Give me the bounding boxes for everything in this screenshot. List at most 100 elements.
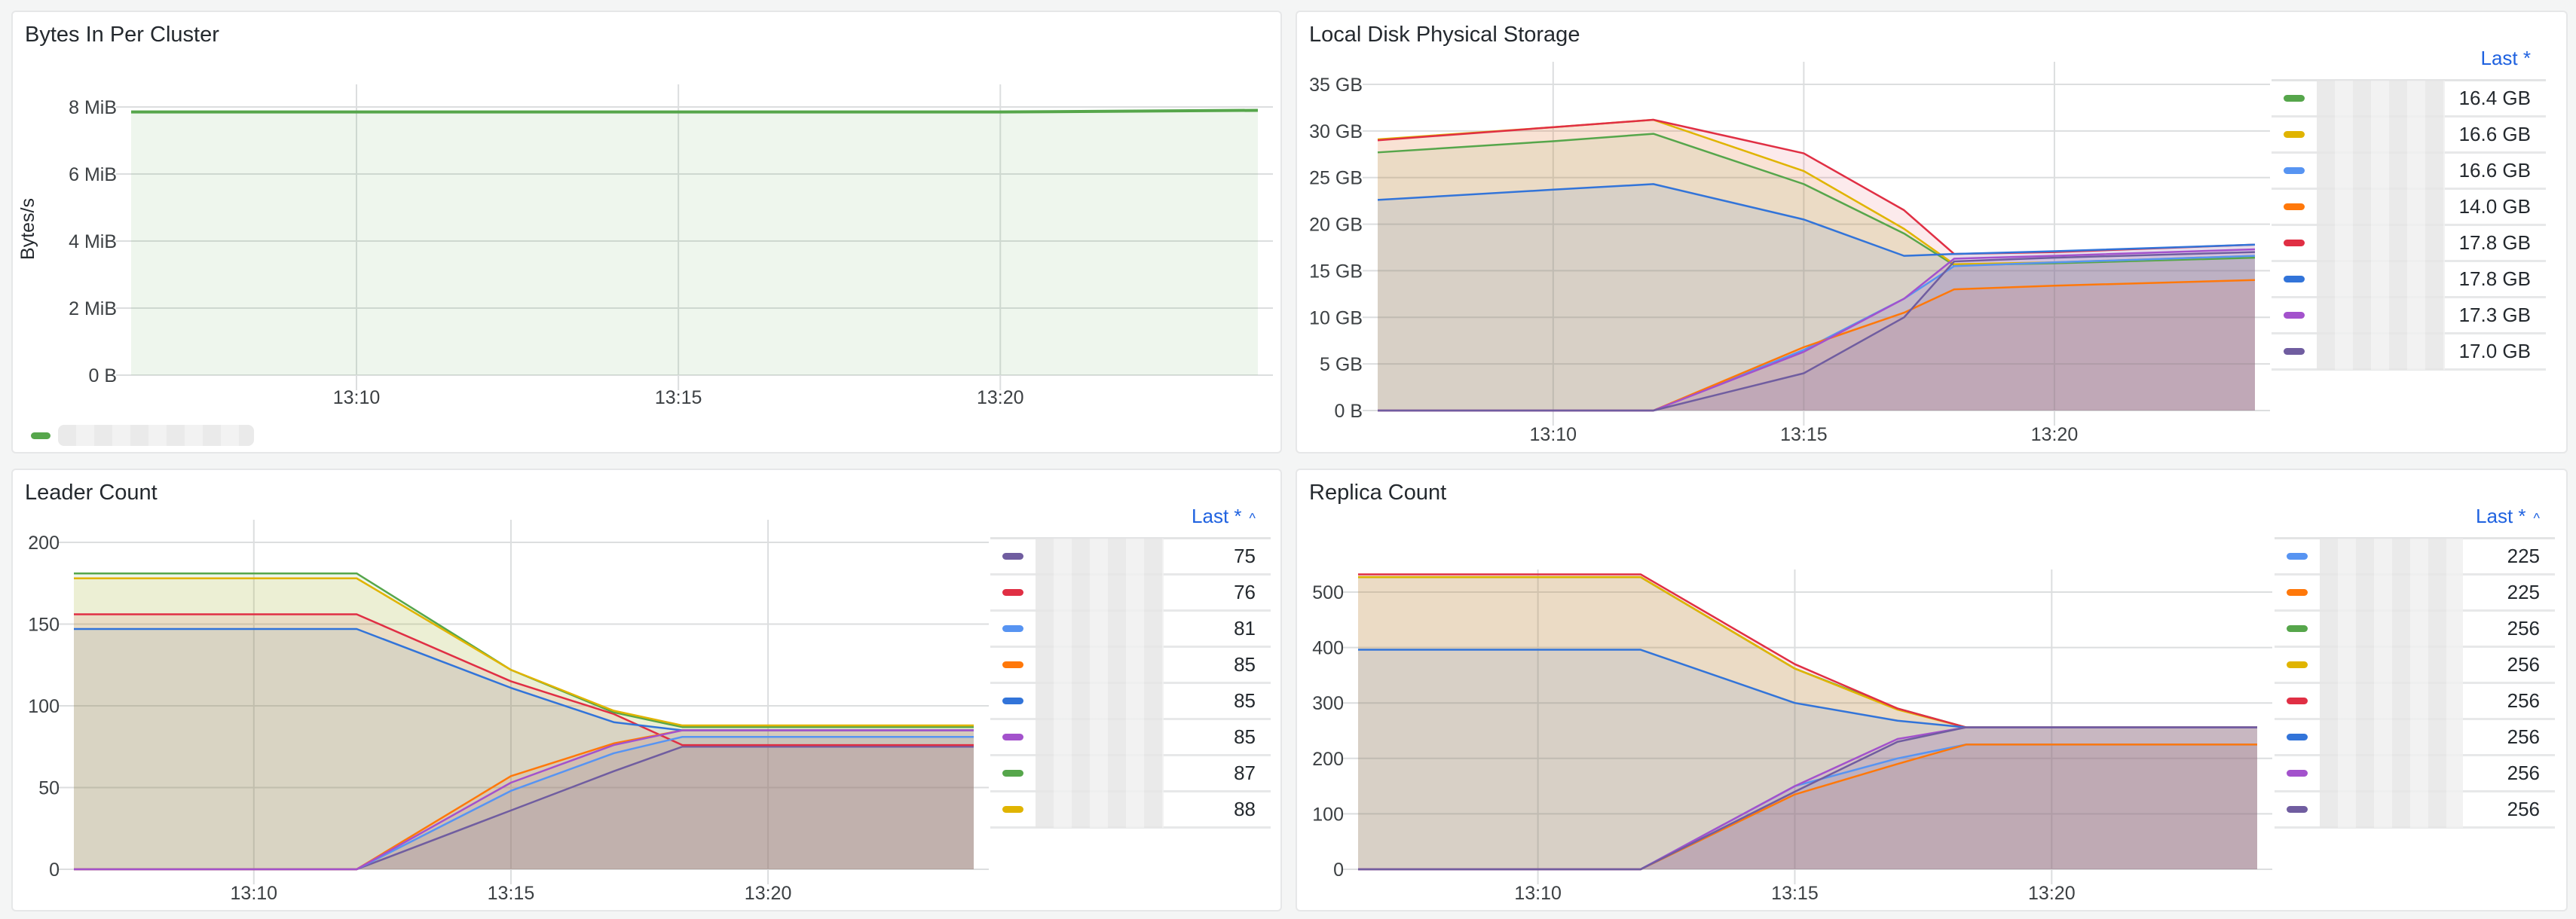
- legend-row[interactable]: 17.3 GB: [2272, 297, 2546, 334]
- legend-row[interactable]: 75: [990, 538, 1271, 576]
- legend-row[interactable]: 17.0 GB: [2272, 333, 2546, 371]
- panel-leader-count: Leader Count 200 150 100 50 0 13:10 13:15 13:20…: [11, 469, 1282, 911]
- series-line[interactable]: [74, 729, 974, 871]
- legend-series-name-redacted[interactable]: [1036, 791, 1164, 828]
- series-line[interactable]: [74, 613, 974, 746]
- legend-series-name-redacted[interactable]: [1036, 646, 1164, 683]
- legend-series-name-redacted[interactable]: [2320, 755, 2463, 792]
- series-area: [1378, 252, 2255, 411]
- chart-local-disk[interactable]: 35 GB 30 GB 25 GB 20 GB 15 GB 10 GB 5 GB 0 B 13:…: [1297, 12, 2568, 453]
- legend-sort-header[interactable]: Last *: [2272, 35, 2546, 81]
- legend-row[interactable]: 256: [2275, 610, 2555, 648]
- legend-row[interactable]: 85: [990, 646, 1271, 684]
- series-line[interactable]: [131, 108, 1259, 114]
- legend-swatch: [2287, 661, 2308, 668]
- legend-series-name-redacted[interactable]: [2320, 719, 2463, 756]
- legend-table: Last * ^ 225 225 256 256 256 256 256 256: [2275, 493, 2555, 829]
- legend-row[interactable]: 87: [990, 755, 1271, 792]
- legend-row[interactable]: 88: [990, 791, 1271, 829]
- legend-row[interactable]: 76: [990, 574, 1271, 612]
- legend-series-name-redacted[interactable]: [2317, 333, 2445, 370]
- series-line[interactable]: [1377, 183, 2256, 257]
- legend-last-value: 225: [2507, 581, 2540, 603]
- legend-row[interactable]: 225: [2275, 574, 2555, 612]
- y-tick-label: 400: [1312, 638, 1344, 659]
- legend-row[interactable]: 17.8 GB: [2272, 261, 2546, 298]
- panel-title[interactable]: Bytes In Per Cluster: [25, 23, 219, 47]
- legend-swatch: [1002, 553, 1023, 560]
- legend-row[interactable]: 16.6 GB: [2272, 152, 2546, 190]
- y-tick-label: 300: [1312, 693, 1344, 714]
- legend-series-name-redacted[interactable]: [2320, 574, 2463, 611]
- legend-row[interactable]: 16.4 GB: [2272, 80, 2546, 118]
- legend-series-name-redacted[interactable]: [2317, 80, 2445, 117]
- y-tick-label: 10 GB: [1309, 307, 1363, 328]
- legend-last-value: 88: [1234, 798, 1256, 820]
- series-line[interactable]: [74, 577, 974, 727]
- legend-series-name-redacted[interactable]: [1036, 574, 1164, 611]
- legend-row[interactable]: 256: [2275, 646, 2555, 684]
- legend-series-name-redacted[interactable]: [2317, 116, 2445, 153]
- legend-sort-header[interactable]: Last * ^: [990, 493, 1271, 539]
- series-area: [74, 614, 974, 869]
- legend-series-name-redacted[interactable]: [2320, 682, 2463, 719]
- legend-row[interactable]: 225: [2275, 538, 2555, 576]
- y-tick-label: 100: [1312, 804, 1344, 825]
- legend-sort-header[interactable]: Last * ^: [2275, 493, 2555, 539]
- legend-swatch: [2284, 95, 2305, 102]
- series-area: [1378, 120, 2255, 411]
- panel-title[interactable]: Leader Count: [25, 481, 158, 505]
- legend-series-name-redacted[interactable]: [2320, 791, 2463, 828]
- legend-swatch: [1002, 661, 1023, 668]
- legend-series-name-redacted[interactable]: [1036, 682, 1164, 719]
- legend-series-name-redacted[interactable]: [2320, 646, 2463, 683]
- series-area: [1358, 727, 2257, 869]
- series-area: [74, 573, 974, 869]
- legend-last-value: 17.8 GB: [2458, 267, 2531, 290]
- y-tick-label: 8 MiB: [69, 97, 117, 118]
- legend-series-name-redacted[interactable]: [1036, 610, 1164, 647]
- series-area: [1358, 727, 2257, 869]
- legend-series-name-redacted[interactable]: [2317, 188, 2445, 225]
- legend-row[interactable]: 256: [2275, 682, 2555, 720]
- panel-title[interactable]: Replica Count: [1309, 481, 1447, 505]
- legend-row[interactable]: 17.8 GB: [2272, 224, 2546, 262]
- legend-row[interactable]: 256: [2275, 719, 2555, 756]
- legend-last-value: 17.3 GB: [2458, 304, 2531, 326]
- chart-replica-count[interactable]: 500 400 300 200 100 0 13:10 13:15 13:20: [1297, 470, 2568, 911]
- y-tick-label: 4 MiB: [69, 231, 117, 252]
- chart-leader-count[interactable]: 200 150 100 50 0 13:10 13:15 13:20: [13, 470, 1282, 911]
- legend-series-name-redacted[interactable]: [2317, 224, 2445, 261]
- x-tick-label: 13:15: [488, 883, 535, 904]
- series-area: [1358, 744, 2257, 869]
- legend-row[interactable]: 85: [990, 682, 1271, 720]
- legend-series-name-redacted[interactable]: [1036, 538, 1164, 575]
- legend-series-name-redacted[interactable]: [2320, 538, 2463, 575]
- series-line[interactable]: [1378, 251, 2256, 412]
- legend-series-name-redacted[interactable]: [2317, 152, 2445, 189]
- legend-row[interactable]: 256: [2275, 755, 2555, 792]
- legend-series-name-redacted[interactable]: [1036, 719, 1164, 756]
- legend-series-name-redacted[interactable]: [2317, 297, 2445, 334]
- x-tick-label: 13:10: [1530, 424, 1577, 445]
- legend-row[interactable]: 85: [990, 719, 1271, 756]
- legend-row[interactable]: 256: [2275, 791, 2555, 829]
- legend-row[interactable]: 14.0 GB: [2272, 188, 2546, 226]
- legend-swatch: [1002, 770, 1023, 777]
- series-line[interactable]: [1358, 726, 2257, 871]
- legend-swatch: [2287, 806, 2308, 813]
- panel-title[interactable]: Local Disk Physical Storage: [1309, 23, 1580, 47]
- y-tick-label: 2 MiB: [69, 298, 117, 319]
- legend: [31, 425, 254, 446]
- legend-row[interactable]: 81: [990, 610, 1271, 648]
- legend-series-name-redacted[interactable]: [2320, 610, 2463, 647]
- series-area: [74, 730, 974, 869]
- legend-row[interactable]: 16.6 GB: [2272, 116, 2546, 154]
- legend-last-value: 16.6 GB: [2458, 123, 2531, 145]
- legend-series-name-redacted[interactable]: [58, 425, 254, 446]
- legend-series-name-redacted[interactable]: [2317, 261, 2445, 298]
- legend-swatch: [1002, 734, 1023, 740]
- series-area: [74, 629, 974, 869]
- legend-series-name-redacted[interactable]: [1036, 755, 1164, 792]
